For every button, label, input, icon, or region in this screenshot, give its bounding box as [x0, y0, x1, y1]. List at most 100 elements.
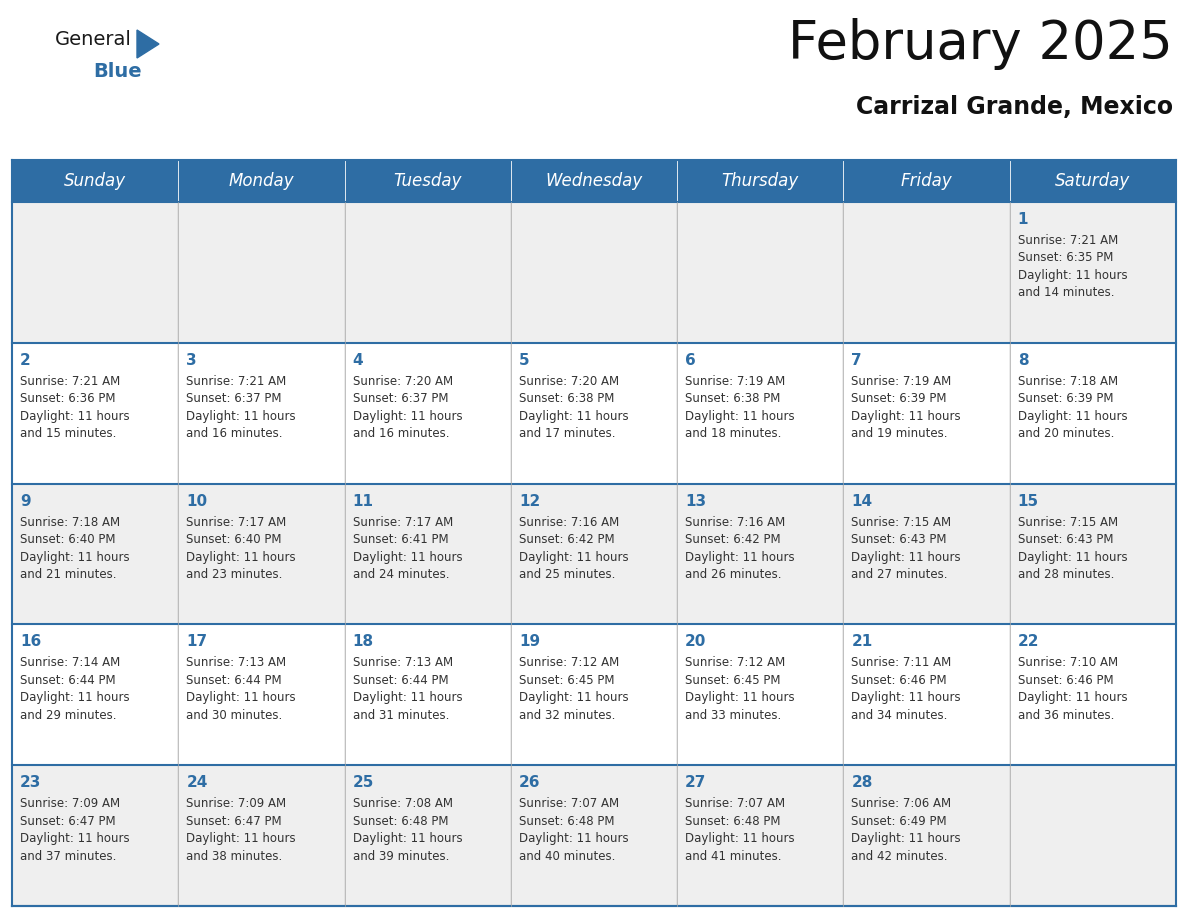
Bar: [345, 484, 511, 624]
Text: Sunrise: 7:15 AM: Sunrise: 7:15 AM: [1018, 516, 1118, 529]
Text: 7: 7: [852, 353, 862, 368]
Text: 10: 10: [187, 494, 208, 509]
Bar: [178, 484, 345, 624]
Text: Sunset: 6:47 PM: Sunset: 6:47 PM: [20, 814, 115, 828]
Text: General: General: [55, 30, 132, 49]
Bar: [178, 766, 345, 906]
Bar: [677, 624, 843, 766]
Text: Sunset: 6:49 PM: Sunset: 6:49 PM: [852, 814, 947, 828]
Text: Daylight: 11 hours: Daylight: 11 hours: [852, 833, 961, 845]
Bar: [1010, 484, 1176, 624]
Text: Daylight: 11 hours: Daylight: 11 hours: [187, 551, 296, 564]
Text: and 17 minutes.: and 17 minutes.: [519, 427, 615, 441]
Text: and 26 minutes.: and 26 minutes.: [685, 568, 782, 581]
Text: Daylight: 11 hours: Daylight: 11 hours: [20, 551, 129, 564]
Text: Sunset: 6:40 PM: Sunset: 6:40 PM: [20, 533, 115, 546]
Text: Sunset: 6:46 PM: Sunset: 6:46 PM: [1018, 674, 1113, 687]
Bar: [178, 342, 345, 484]
Text: Sunset: 6:36 PM: Sunset: 6:36 PM: [20, 392, 115, 406]
Bar: [677, 484, 843, 624]
Text: 13: 13: [685, 494, 707, 509]
Text: and 42 minutes.: and 42 minutes.: [852, 850, 948, 863]
Text: Sunset: 6:45 PM: Sunset: 6:45 PM: [685, 674, 781, 687]
Text: 12: 12: [519, 494, 541, 509]
Text: Daylight: 11 hours: Daylight: 11 hours: [20, 691, 129, 704]
Text: and 19 minutes.: and 19 minutes.: [852, 427, 948, 441]
Text: and 27 minutes.: and 27 minutes.: [852, 568, 948, 581]
Bar: [677, 202, 843, 342]
Text: Sunset: 6:43 PM: Sunset: 6:43 PM: [852, 533, 947, 546]
Bar: [12, 624, 178, 766]
Text: 5: 5: [519, 353, 530, 368]
Bar: [511, 624, 677, 766]
Text: 28: 28: [852, 775, 873, 790]
Text: Daylight: 11 hours: Daylight: 11 hours: [187, 833, 296, 845]
Text: 8: 8: [1018, 353, 1029, 368]
Text: Daylight: 11 hours: Daylight: 11 hours: [519, 691, 628, 704]
Text: 6: 6: [685, 353, 696, 368]
Text: Sunset: 6:37 PM: Sunset: 6:37 PM: [187, 392, 282, 406]
Text: Daylight: 11 hours: Daylight: 11 hours: [353, 409, 462, 423]
Text: 26: 26: [519, 775, 541, 790]
Text: Carrizal Grande, Mexico: Carrizal Grande, Mexico: [855, 95, 1173, 119]
Text: Daylight: 11 hours: Daylight: 11 hours: [852, 409, 961, 423]
Text: 20: 20: [685, 634, 707, 649]
Text: Sunset: 6:42 PM: Sunset: 6:42 PM: [519, 533, 614, 546]
Text: Sunrise: 7:20 AM: Sunrise: 7:20 AM: [519, 375, 619, 387]
Text: Daylight: 11 hours: Daylight: 11 hours: [1018, 269, 1127, 282]
Bar: [12, 342, 178, 484]
Text: 22: 22: [1018, 634, 1040, 649]
Text: 1: 1: [1018, 212, 1029, 227]
Text: Sunrise: 7:12 AM: Sunrise: 7:12 AM: [685, 656, 785, 669]
Text: and 14 minutes.: and 14 minutes.: [1018, 286, 1114, 299]
Bar: [1010, 342, 1176, 484]
Bar: [511, 342, 677, 484]
Text: Sunrise: 7:18 AM: Sunrise: 7:18 AM: [1018, 375, 1118, 387]
Text: 3: 3: [187, 353, 197, 368]
Text: Sunset: 6:39 PM: Sunset: 6:39 PM: [852, 392, 947, 406]
Text: Daylight: 11 hours: Daylight: 11 hours: [353, 691, 462, 704]
Text: and 18 minutes.: and 18 minutes.: [685, 427, 782, 441]
Text: and 30 minutes.: and 30 minutes.: [187, 709, 283, 722]
Text: Sunrise: 7:20 AM: Sunrise: 7:20 AM: [353, 375, 453, 387]
Text: 17: 17: [187, 634, 208, 649]
Text: Sunrise: 7:19 AM: Sunrise: 7:19 AM: [852, 375, 952, 387]
Text: Sunset: 6:42 PM: Sunset: 6:42 PM: [685, 533, 781, 546]
Text: Sunset: 6:48 PM: Sunset: 6:48 PM: [519, 814, 614, 828]
Text: Daylight: 11 hours: Daylight: 11 hours: [685, 691, 795, 704]
Bar: [1010, 160, 1176, 202]
Text: Sunrise: 7:16 AM: Sunrise: 7:16 AM: [685, 516, 785, 529]
Text: Sunrise: 7:21 AM: Sunrise: 7:21 AM: [20, 375, 120, 387]
Bar: [843, 624, 1010, 766]
Text: Daylight: 11 hours: Daylight: 11 hours: [519, 409, 628, 423]
Text: Sunset: 6:48 PM: Sunset: 6:48 PM: [353, 814, 448, 828]
Bar: [1010, 624, 1176, 766]
Bar: [677, 160, 843, 202]
Text: Sunset: 6:44 PM: Sunset: 6:44 PM: [353, 674, 448, 687]
Text: Sunrise: 7:13 AM: Sunrise: 7:13 AM: [353, 656, 453, 669]
Text: Sunrise: 7:07 AM: Sunrise: 7:07 AM: [519, 797, 619, 811]
Bar: [178, 202, 345, 342]
Text: Daylight: 11 hours: Daylight: 11 hours: [353, 833, 462, 845]
Bar: [843, 342, 1010, 484]
Text: Daylight: 11 hours: Daylight: 11 hours: [1018, 551, 1127, 564]
Bar: [677, 766, 843, 906]
Text: Daylight: 11 hours: Daylight: 11 hours: [852, 551, 961, 564]
Text: Sunrise: 7:12 AM: Sunrise: 7:12 AM: [519, 656, 619, 669]
Text: and 34 minutes.: and 34 minutes.: [852, 709, 948, 722]
Text: Blue: Blue: [93, 62, 141, 81]
Text: Sunrise: 7:21 AM: Sunrise: 7:21 AM: [1018, 234, 1118, 247]
Text: and 39 minutes.: and 39 minutes.: [353, 850, 449, 863]
Bar: [843, 484, 1010, 624]
Text: and 33 minutes.: and 33 minutes.: [685, 709, 782, 722]
Bar: [345, 342, 511, 484]
Text: Sunset: 6:41 PM: Sunset: 6:41 PM: [353, 533, 448, 546]
Text: Sunset: 6:44 PM: Sunset: 6:44 PM: [20, 674, 115, 687]
Text: Sunset: 6:39 PM: Sunset: 6:39 PM: [1018, 392, 1113, 406]
Text: and 23 minutes.: and 23 minutes.: [187, 568, 283, 581]
Text: Sunset: 6:37 PM: Sunset: 6:37 PM: [353, 392, 448, 406]
Text: Sunset: 6:40 PM: Sunset: 6:40 PM: [187, 533, 282, 546]
Bar: [12, 160, 178, 202]
Text: Sunrise: 7:06 AM: Sunrise: 7:06 AM: [852, 797, 952, 811]
Text: 14: 14: [852, 494, 872, 509]
